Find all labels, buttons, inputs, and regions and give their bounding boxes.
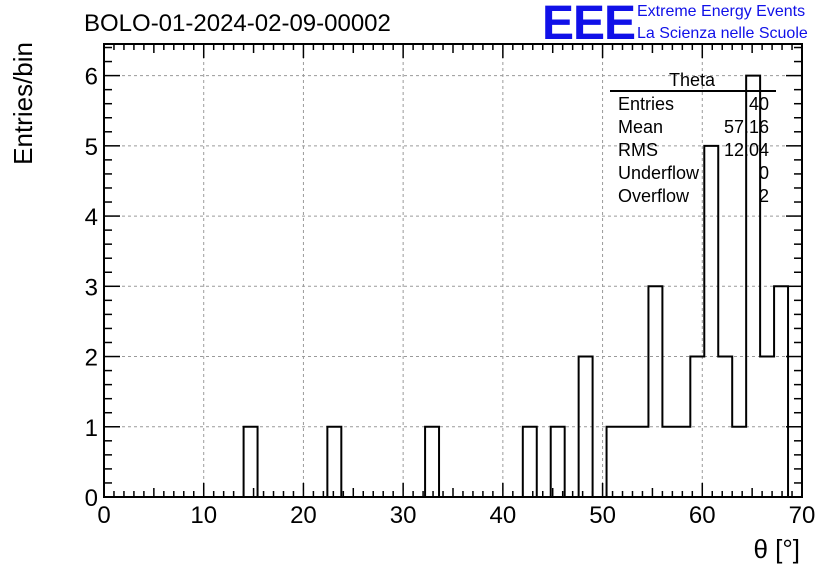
logo-line-1: Extreme Energy Events xyxy=(637,3,806,20)
stats-label-mean: Mean xyxy=(618,117,663,137)
y-tick-label: 6 xyxy=(85,64,98,91)
histogram-bin xyxy=(425,427,439,497)
y-tick-label: 1 xyxy=(85,415,98,442)
histogram-bin xyxy=(523,427,537,497)
stats-value-rms: 12.04 xyxy=(724,140,769,160)
stats-label-rms: RMS xyxy=(618,140,658,160)
histogram-bin xyxy=(662,427,676,497)
histogram-bin xyxy=(704,146,718,497)
histogram-bin xyxy=(634,427,648,497)
stats-label-entries: Entries xyxy=(618,94,674,114)
stats-value-underflow: 0 xyxy=(759,163,769,183)
run-title: BOLO-01-2024-02-09-00002 xyxy=(84,10,391,37)
histogram-bin xyxy=(607,427,621,497)
tick-marks xyxy=(103,44,803,498)
histogram-bin xyxy=(774,286,788,497)
x-tick-label: 30 xyxy=(390,502,417,529)
histogram-bin xyxy=(718,357,732,497)
y-tick-label: 5 xyxy=(85,134,98,161)
histogram-bin xyxy=(648,286,662,497)
histogram-bin xyxy=(746,76,760,497)
y-tick-label: 4 xyxy=(85,204,98,231)
x-tick-label: 70 xyxy=(789,502,816,529)
stats-label-underflow: Underflow xyxy=(618,163,700,183)
histogram-bin xyxy=(327,427,341,497)
stats-title: Theta xyxy=(669,70,716,90)
histogram-bin xyxy=(579,357,593,497)
histogram-bin xyxy=(760,357,774,497)
stats-value-entries: 40 xyxy=(749,94,769,114)
x-tick-label: 40 xyxy=(490,502,517,529)
x-axis-label: θ [°] xyxy=(753,534,800,564)
stats-value-overflow: 2 xyxy=(759,186,769,206)
x-tick-label: 50 xyxy=(589,502,616,529)
stats-label-overflow: Overflow xyxy=(618,186,690,206)
histogram-series xyxy=(242,74,790,498)
histogram-bin xyxy=(621,427,635,497)
logo-line-2: La Scienza nelle Scuole xyxy=(637,25,808,42)
x-tick-label: 20 xyxy=(290,502,317,529)
x-tick-label: 10 xyxy=(190,502,217,529)
y-tick-label: 2 xyxy=(85,345,98,372)
histogram-bin xyxy=(244,427,258,497)
x-tick-label: 60 xyxy=(689,502,716,529)
x-tick-label: 0 xyxy=(97,502,110,529)
y-tick-label: 0 xyxy=(85,485,98,512)
y-axis-label: Entries/bin xyxy=(8,42,38,165)
eee-logo-mark: EEE xyxy=(542,0,636,50)
y-tick-label: 3 xyxy=(85,274,98,301)
stats-value-mean: 57.16 xyxy=(724,117,769,137)
grid-lines xyxy=(104,44,802,497)
stats-box: Theta Entries 40 Mean 57.16 RMS 12.04 Underflo… xyxy=(610,70,776,206)
histogram-bin xyxy=(690,357,704,497)
histogram-bin xyxy=(551,427,565,497)
histogram-bin xyxy=(676,427,690,497)
histogram-bin xyxy=(732,427,746,497)
